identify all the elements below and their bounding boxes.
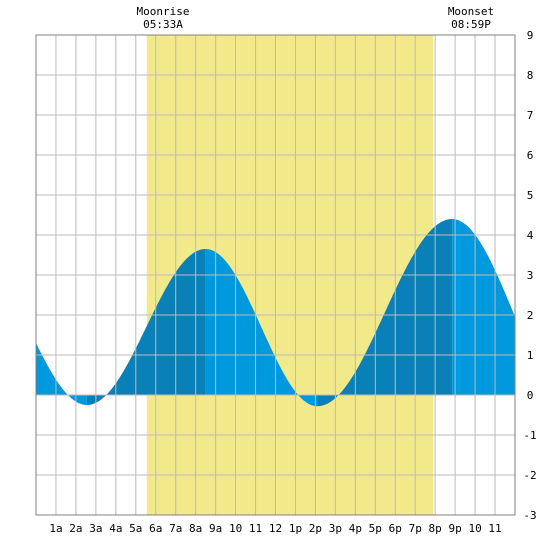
tide-segment-falling [205,249,318,407]
x-tick-label: 5p [369,522,382,535]
x-tick-label: 10 [468,522,481,535]
x-tick-label: 5a [129,522,142,535]
y-tick-label: -1 [523,429,536,442]
x-tick-label: 11 [488,522,501,535]
x-tick-label: 10 [229,522,242,535]
y-tick-label: 8 [527,69,534,82]
moonset-label: Moonset [448,5,494,18]
y-tick-label: 1 [527,349,534,362]
x-tick-label: 9p [449,522,462,535]
y-tick-label: 7 [527,109,534,122]
y-tick-label: -2 [523,469,536,482]
moonset-time: 08:59P [451,18,491,31]
x-tick-label: 7p [409,522,422,535]
x-tick-label: 2p [309,522,322,535]
x-tick-label: 8a [189,522,202,535]
grid-layer [36,35,515,515]
y-tick-label: -3 [523,509,536,522]
x-tick-label: 1a [49,522,62,535]
y-tick-label: 5 [527,189,534,202]
x-tick-label: 8p [429,522,442,535]
y-tick-label: 2 [527,309,534,322]
y-tick-labels: -3 -2 -1 0 1 2 3 4 5 6 7 8 9 [523,29,536,522]
x-tick-label: 7a [169,522,182,535]
tide-segment-falling [36,343,87,405]
x-tick-label: 6a [149,522,162,535]
plot-frame [35,34,516,516]
x-tick-label: 3p [329,522,342,535]
x-tick-label: 4a [109,522,122,535]
x-tick-label: 12 [269,522,282,535]
x-tick-labels: 1a 2a 3a 4a 5a 6a 7a 8a 9a 10 11 12 1p 2p 3p 4p 5p 6p 7p 8p… [49,522,501,535]
x-tick-label: 9a [209,522,222,535]
x-tick-label: 2a [69,522,82,535]
x-tick-label: 6p [389,522,402,535]
moonrise-label: Moonrise [137,5,190,18]
moonrise-time: 05:33A [143,18,183,31]
y-tick-label: 0 [527,389,534,402]
x-tick-label: 4p [349,522,362,535]
tide-segment-rising [317,219,453,407]
x-tick-label: 1p [289,522,302,535]
y-tick-label: 6 [527,149,534,162]
y-tick-label: 3 [527,269,534,282]
x-tick-label: 3a [89,522,102,535]
tide-segment-falling [452,219,515,395]
y-tick-label: 9 [527,29,534,42]
y-tick-label: 4 [527,229,534,242]
x-tick-label: 11 [249,522,262,535]
